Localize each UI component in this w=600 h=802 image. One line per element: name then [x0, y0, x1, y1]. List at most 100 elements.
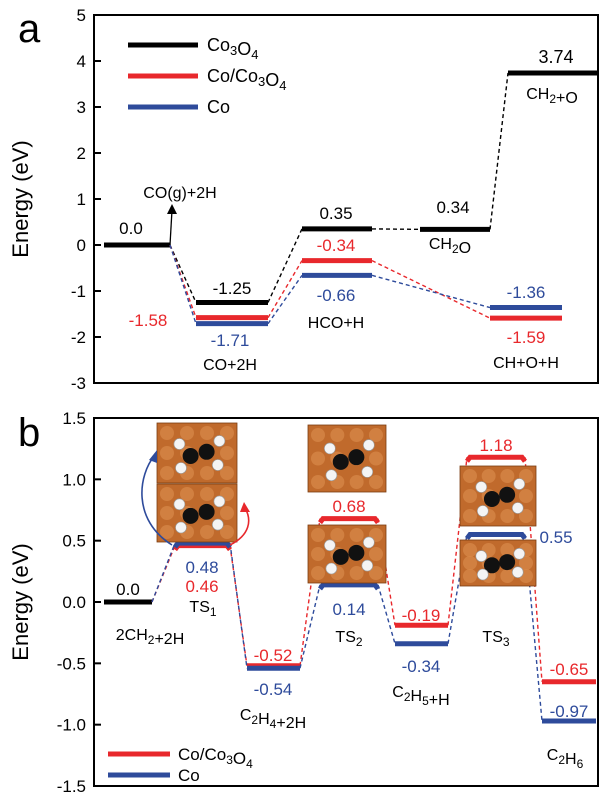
ts2-top-inset: [307, 424, 387, 493]
inset-atom: [500, 509, 515, 523]
inset-atom: [200, 466, 214, 480]
connector-black: [489, 72, 509, 230]
y-tick-label-b: -0.5: [57, 654, 86, 673]
value-label: -0.66: [317, 286, 356, 305]
panel-label-b: b: [18, 411, 40, 455]
inset-atom: [220, 525, 234, 539]
ts2-bottom-inset: [307, 524, 387, 584]
value-label: 0.68: [332, 497, 365, 516]
inset-atom: [330, 528, 345, 542]
inset-hydrogen: [212, 459, 224, 471]
inset-atom: [519, 556, 533, 570]
inset-atom: [160, 525, 174, 539]
inset-atom: [349, 428, 364, 442]
connector-black: [267, 228, 303, 303]
ts-level-red-TS2: [318, 516, 380, 525]
value-label: 0.0: [119, 219, 143, 238]
inset-atom: [160, 426, 174, 440]
inset-hydrogen: [363, 536, 375, 549]
inset-atom: [200, 426, 214, 440]
inset-atom: [220, 426, 234, 440]
annotation-state: TS1: [189, 599, 216, 619]
value-label: 0.46: [185, 577, 218, 596]
inset-hydrogen: [511, 502, 524, 514]
legend-label-a: Co: [207, 97, 230, 117]
inset-hydrogen: [324, 539, 336, 552]
inset-atom: [463, 509, 477, 523]
annotation-state: C2H5+H: [392, 684, 449, 709]
ts1-top-inset: [156, 422, 238, 484]
inset-atom: [311, 475, 325, 489]
inset-atom: [500, 569, 515, 583]
inset-hydrogen: [511, 566, 524, 579]
inset-hydrogen: [324, 442, 336, 455]
inset-carbon: [483, 491, 500, 507]
connector-blue: [371, 274, 491, 309]
value-label: -0.97: [550, 702, 589, 721]
inset-hydrogen: [325, 469, 338, 482]
inset-atom: [481, 469, 496, 483]
desorption-arrowhead: [167, 204, 177, 214]
inset-atom: [200, 525, 214, 539]
value-label: 0.14: [332, 600, 365, 619]
legend-label-b: Co: [178, 766, 200, 785]
connector-red: [267, 260, 303, 319]
value-label: -1.71: [211, 331, 250, 350]
inset-hydrogen: [173, 498, 186, 511]
inset-atom: [330, 428, 345, 442]
ts1-red-arrowhead: [240, 502, 250, 512]
inset-hydrogen: [175, 462, 187, 474]
inset-atom: [349, 475, 364, 489]
inset-atom: [160, 466, 174, 480]
inset-carbon: [198, 503, 215, 520]
annotation-state: CO+2H: [203, 357, 257, 374]
value-label: -0.34: [317, 236, 356, 255]
desorption-arrow: [169, 209, 173, 246]
inset-atom: [349, 528, 364, 542]
inset-hydrogen: [213, 495, 226, 508]
inset-atom: [200, 487, 214, 501]
annotation-cog: CO(g)+2H: [143, 185, 216, 202]
legend-label-b: Co/Co3O4: [178, 745, 253, 771]
inset-atom: [220, 446, 234, 460]
value-label: 0.35: [319, 204, 352, 223]
y-tick-label-a: 3: [77, 98, 86, 117]
legend-label-a: Co3O4: [207, 35, 259, 62]
inset-hydrogen: [213, 435, 226, 447]
inset-atom: [349, 566, 364, 580]
ts-level-blue-TS2: [318, 582, 380, 591]
inset-hydrogen: [173, 438, 186, 450]
annotation-state: TS3: [482, 629, 509, 649]
annotation-state: CH2O: [429, 236, 471, 257]
connector-blue: [377, 584, 396, 644]
value-label: 0.48: [185, 558, 218, 577]
connector-blue: [299, 584, 321, 669]
connector-blue: [229, 543, 248, 669]
inset-atom: [311, 547, 325, 561]
y-axis-label-b: Energy (eV): [8, 543, 33, 660]
y-tick-label-a: 4: [77, 52, 86, 71]
y-tick-label-a: -2: [71, 328, 86, 347]
annotation-state: HCO+H: [308, 315, 364, 332]
inset-atom: [463, 556, 477, 570]
connector-blue: [151, 542, 176, 603]
inset-atom: [369, 566, 383, 580]
inset-atom: [500, 469, 515, 483]
value-label: -1.25: [213, 279, 252, 298]
ts-level-blue-TS1: [173, 540, 232, 549]
inset-carbon: [499, 554, 516, 571]
ts-level-blue-TS3: [465, 532, 527, 541]
connector-red: [299, 518, 321, 666]
ts-level-red-TS1: [173, 543, 232, 552]
inset-atom: [180, 426, 194, 440]
value-label: -0.19: [402, 606, 441, 625]
annotation-state: 2CH2+2H: [116, 627, 185, 648]
panel-label-a: a: [18, 7, 41, 51]
y-tick-label-a: 2: [77, 144, 86, 163]
inset-atom: [311, 428, 325, 442]
annotation-state: CH2+O: [526, 86, 578, 107]
value-label: -1.36: [507, 283, 546, 302]
inset-hydrogen: [363, 439, 375, 451]
panel-b: -1.5 -1.0 -0.5 0.0 0.5 1.0 1.5 Energy (eV) b Co/C…: [8, 409, 599, 796]
